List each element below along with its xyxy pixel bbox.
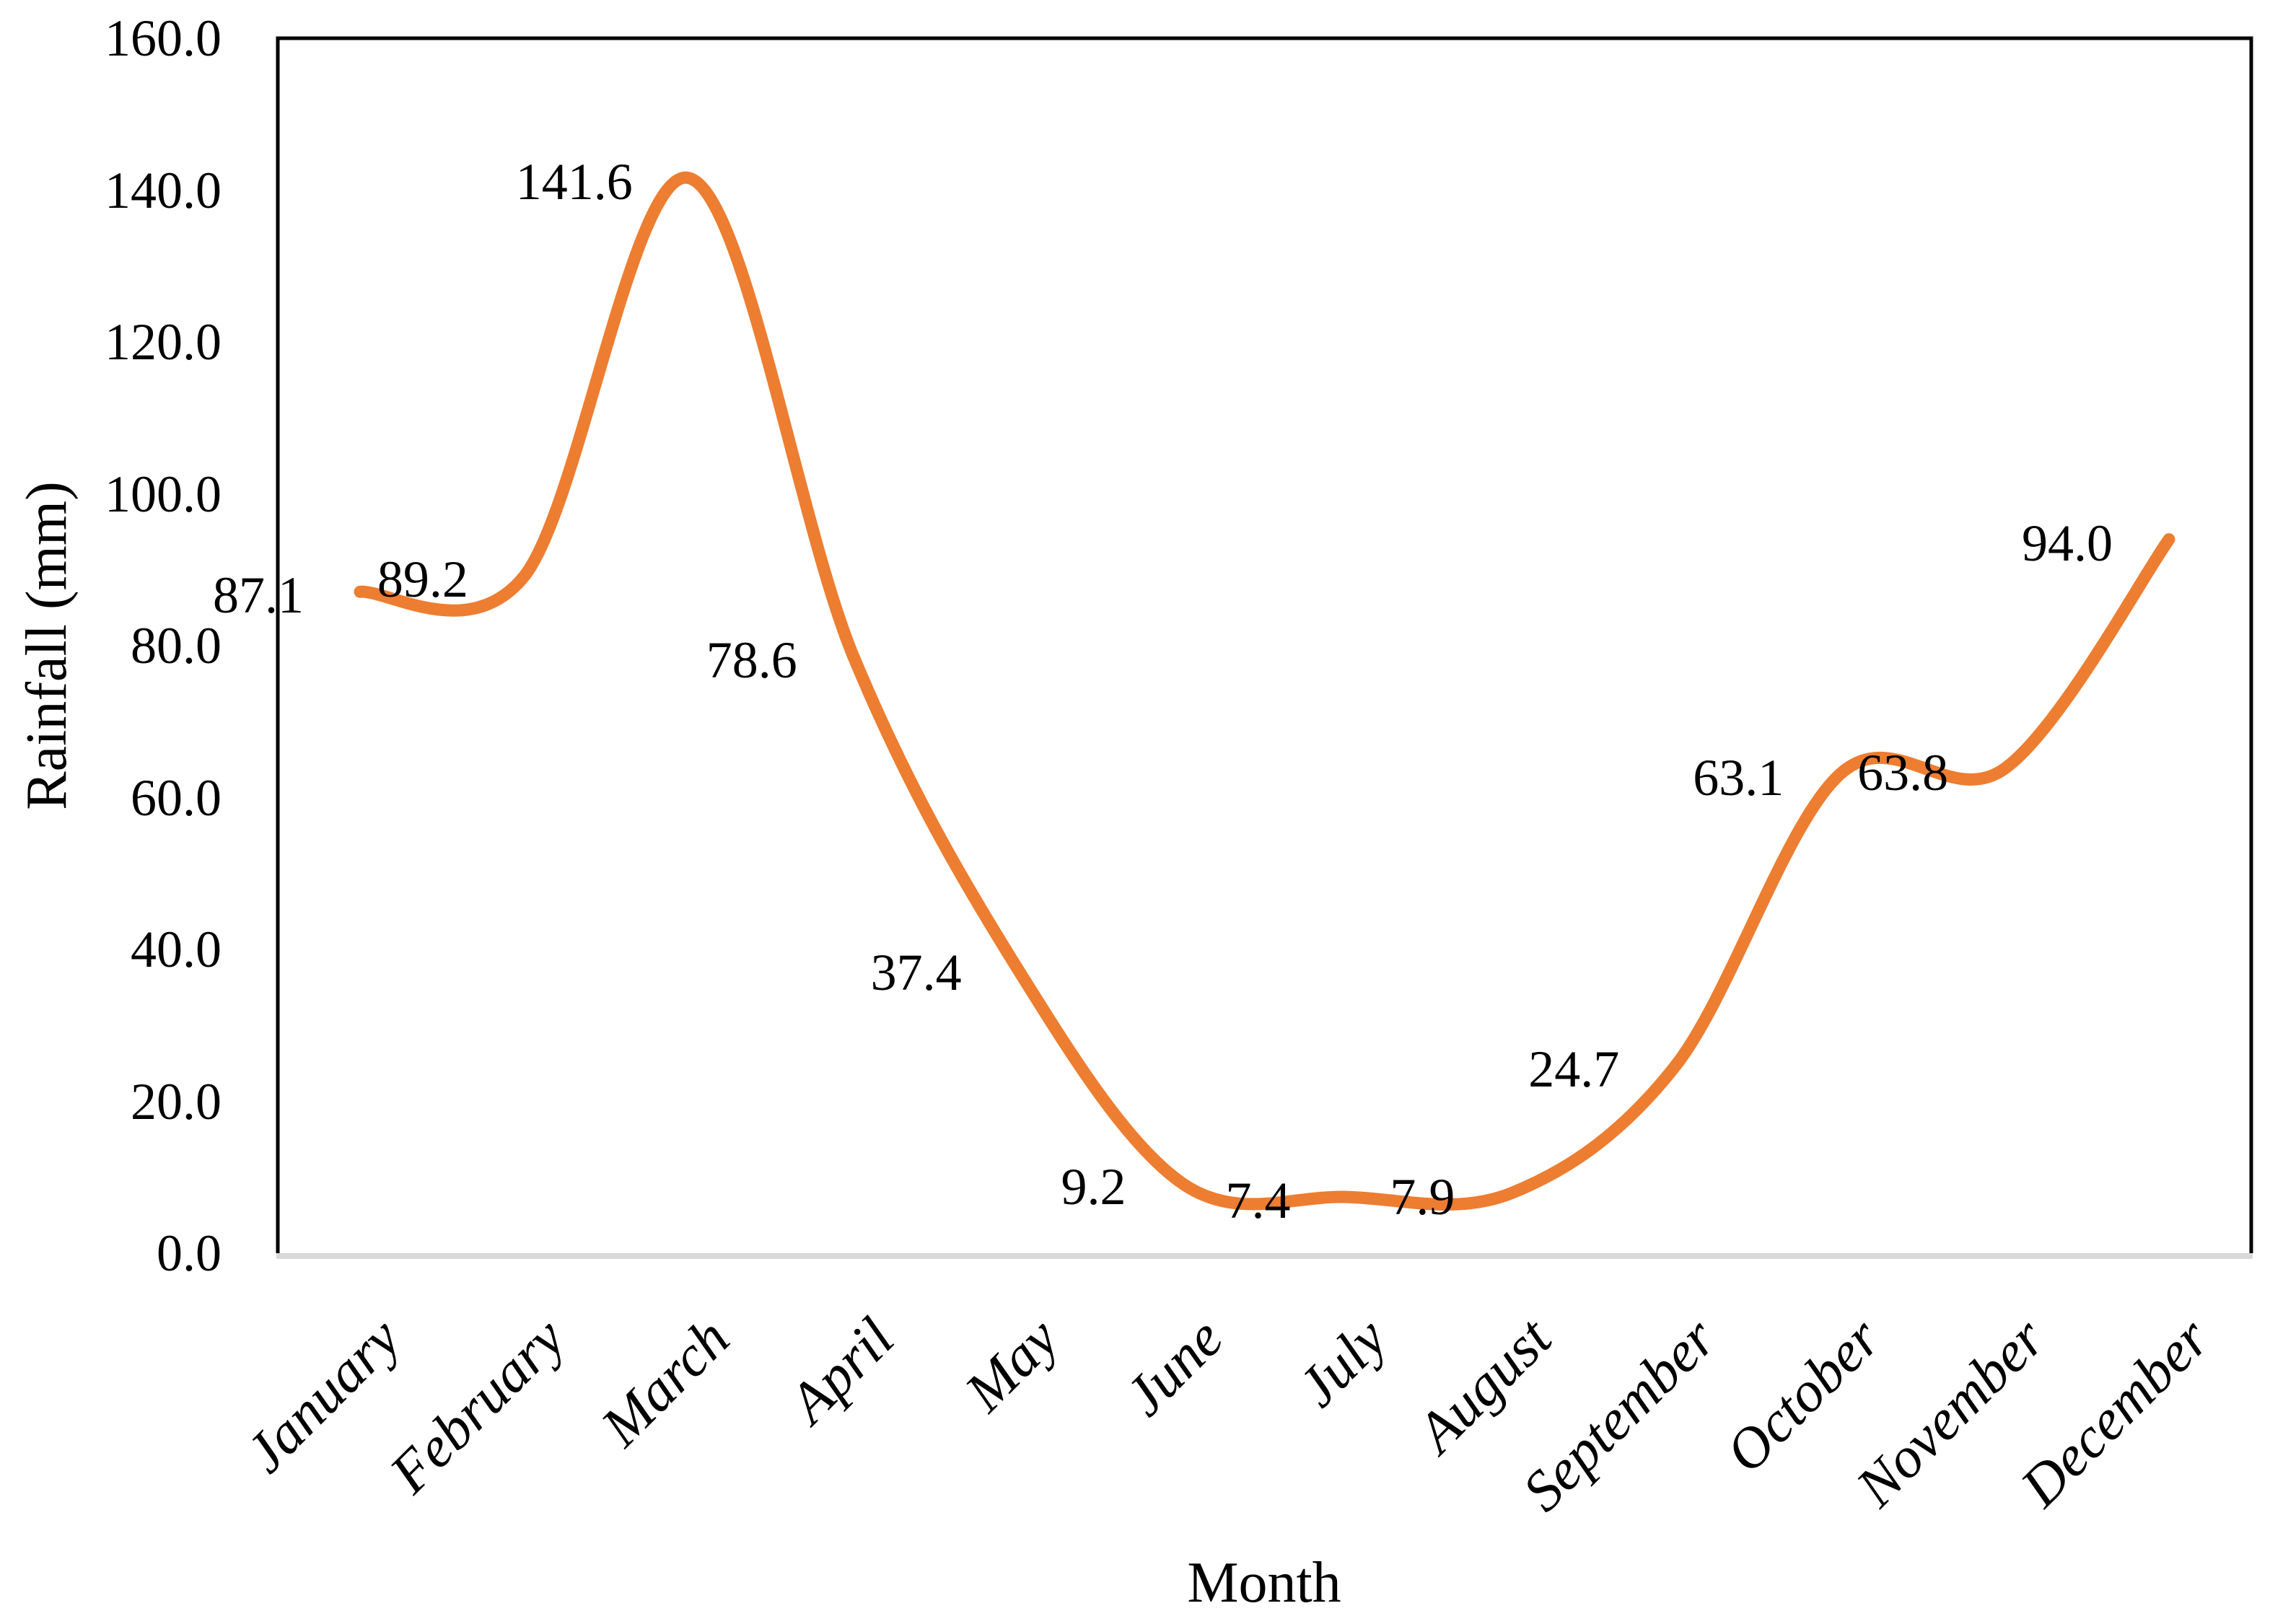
data-label: 7.9 — [1390, 1167, 1455, 1226]
data-label: 24.7 — [1528, 1040, 1620, 1099]
x-axis-title: Month — [1187, 1551, 1341, 1615]
data-label: 9.2 — [1061, 1158, 1126, 1216]
data-label: 63.8 — [1857, 743, 1949, 802]
data-label: 78.6 — [706, 631, 797, 689]
data-label: 37.4 — [870, 944, 962, 1002]
data-label: 141.6 — [515, 152, 633, 211]
y-tick-label: 160.0 — [105, 9, 222, 67]
y-tick-label: 140.0 — [105, 161, 222, 219]
y-tick-label: 120.0 — [105, 313, 222, 371]
y-tick-label: 100.0 — [105, 465, 222, 523]
y-tick-label: 60.0 — [131, 768, 222, 827]
data-label: 89.2 — [377, 550, 468, 609]
data-label: 87.1 — [212, 566, 304, 625]
data-label: 7.4 — [1225, 1172, 1291, 1230]
data-label: 63.1 — [1693, 748, 1784, 807]
y-tick-label: 80.0 — [131, 617, 222, 675]
data-label: 94.0 — [2022, 514, 2113, 572]
y-axis-title: Rainfall (mm) — [15, 481, 79, 810]
y-tick-label: 40.0 — [131, 921, 222, 978]
plot-border — [276, 36, 2253, 1253]
rainfall-series-line — [354, 172, 2175, 1211]
y-tick-label: 20.0 — [131, 1072, 222, 1131]
y-tick-label: 0.0 — [157, 1224, 222, 1282]
